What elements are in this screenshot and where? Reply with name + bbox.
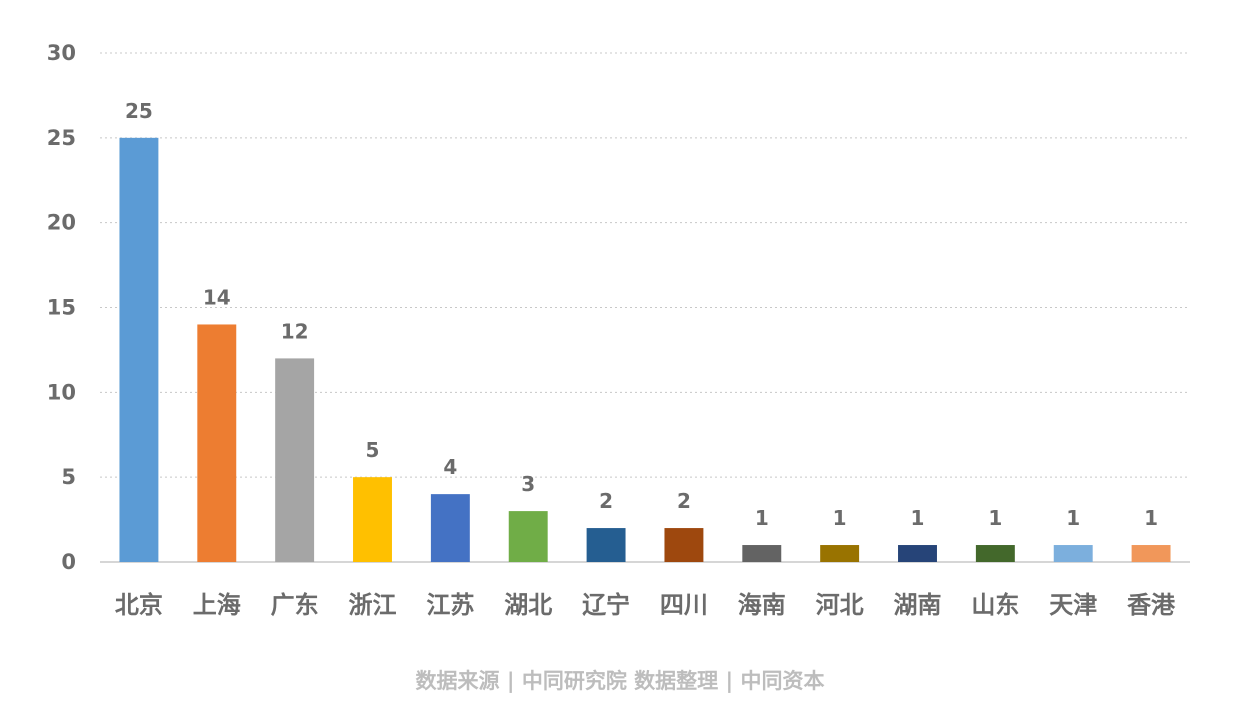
x-category-label: 江苏 [426,591,474,619]
x-category-label: 北京 [115,591,163,619]
data-label: 1 [911,506,925,530]
data-label: 2 [599,489,613,513]
bar [353,477,392,562]
data-label: 5 [366,438,380,462]
bar [508,511,548,562]
data-label: 2 [677,489,691,513]
x-category-label: 上海 [193,591,241,619]
x-category-label: 山东 [971,591,1019,619]
bar [1053,545,1093,562]
data-labels: 25 14 12 5 4 3 2 2 1 1 1 1 1 1 [125,99,1158,530]
x-category-label: 广东 [271,591,319,619]
data-label: 1 [755,506,769,530]
data-label: 4 [443,455,457,479]
y-tick-label: 30 [47,41,76,65]
x-category-label: 四川 [660,591,708,619]
x-category-label: 浙江 [349,591,397,619]
x-category-label: 海南 [738,591,786,619]
bar [119,137,159,563]
gridlines [100,52,1190,563]
bar [664,528,704,562]
bar [1131,545,1171,562]
data-label: 14 [203,285,231,309]
x-category-label: 河北 [816,591,864,619]
y-axis-ticks: 0 5 10 15 20 25 30 [47,41,76,574]
x-category-label: 香港 [1127,591,1176,619]
y-tick-label: 25 [47,126,76,150]
data-label: 1 [833,506,847,530]
x-axis-categories: 北京 上海 广东 浙江 江苏 湖北 辽宁 四川 海南 河北 湖南 山东 天津 香港 [115,591,1176,619]
data-label: 1 [1066,506,1080,530]
y-tick-label: 20 [47,211,76,235]
bar [742,545,782,562]
source-note: 数据来源 | 中同研究院 数据整理 | 中同资本 [415,669,825,693]
y-tick-label: 10 [47,380,76,404]
bar [430,494,470,562]
x-category-label: 天津 [1049,591,1097,619]
y-tick-label: 5 [61,465,76,489]
y-tick-label: 0 [61,550,76,574]
bar [586,528,626,562]
x-category-label: 湖南 [894,591,942,619]
bar [197,324,237,562]
data-label: 3 [521,472,535,496]
bar [975,545,1015,562]
bars [119,137,1171,563]
bar [275,358,315,562]
data-label: 1 [988,506,1002,530]
x-category-label: 辽宁 [582,591,630,619]
data-label: 12 [281,319,309,343]
data-label: 25 [125,99,153,123]
data-label: 1 [1144,506,1158,530]
bar [820,545,860,562]
y-tick-label: 15 [47,296,76,320]
x-category-label: 湖北 [504,591,552,619]
bar [898,545,937,562]
